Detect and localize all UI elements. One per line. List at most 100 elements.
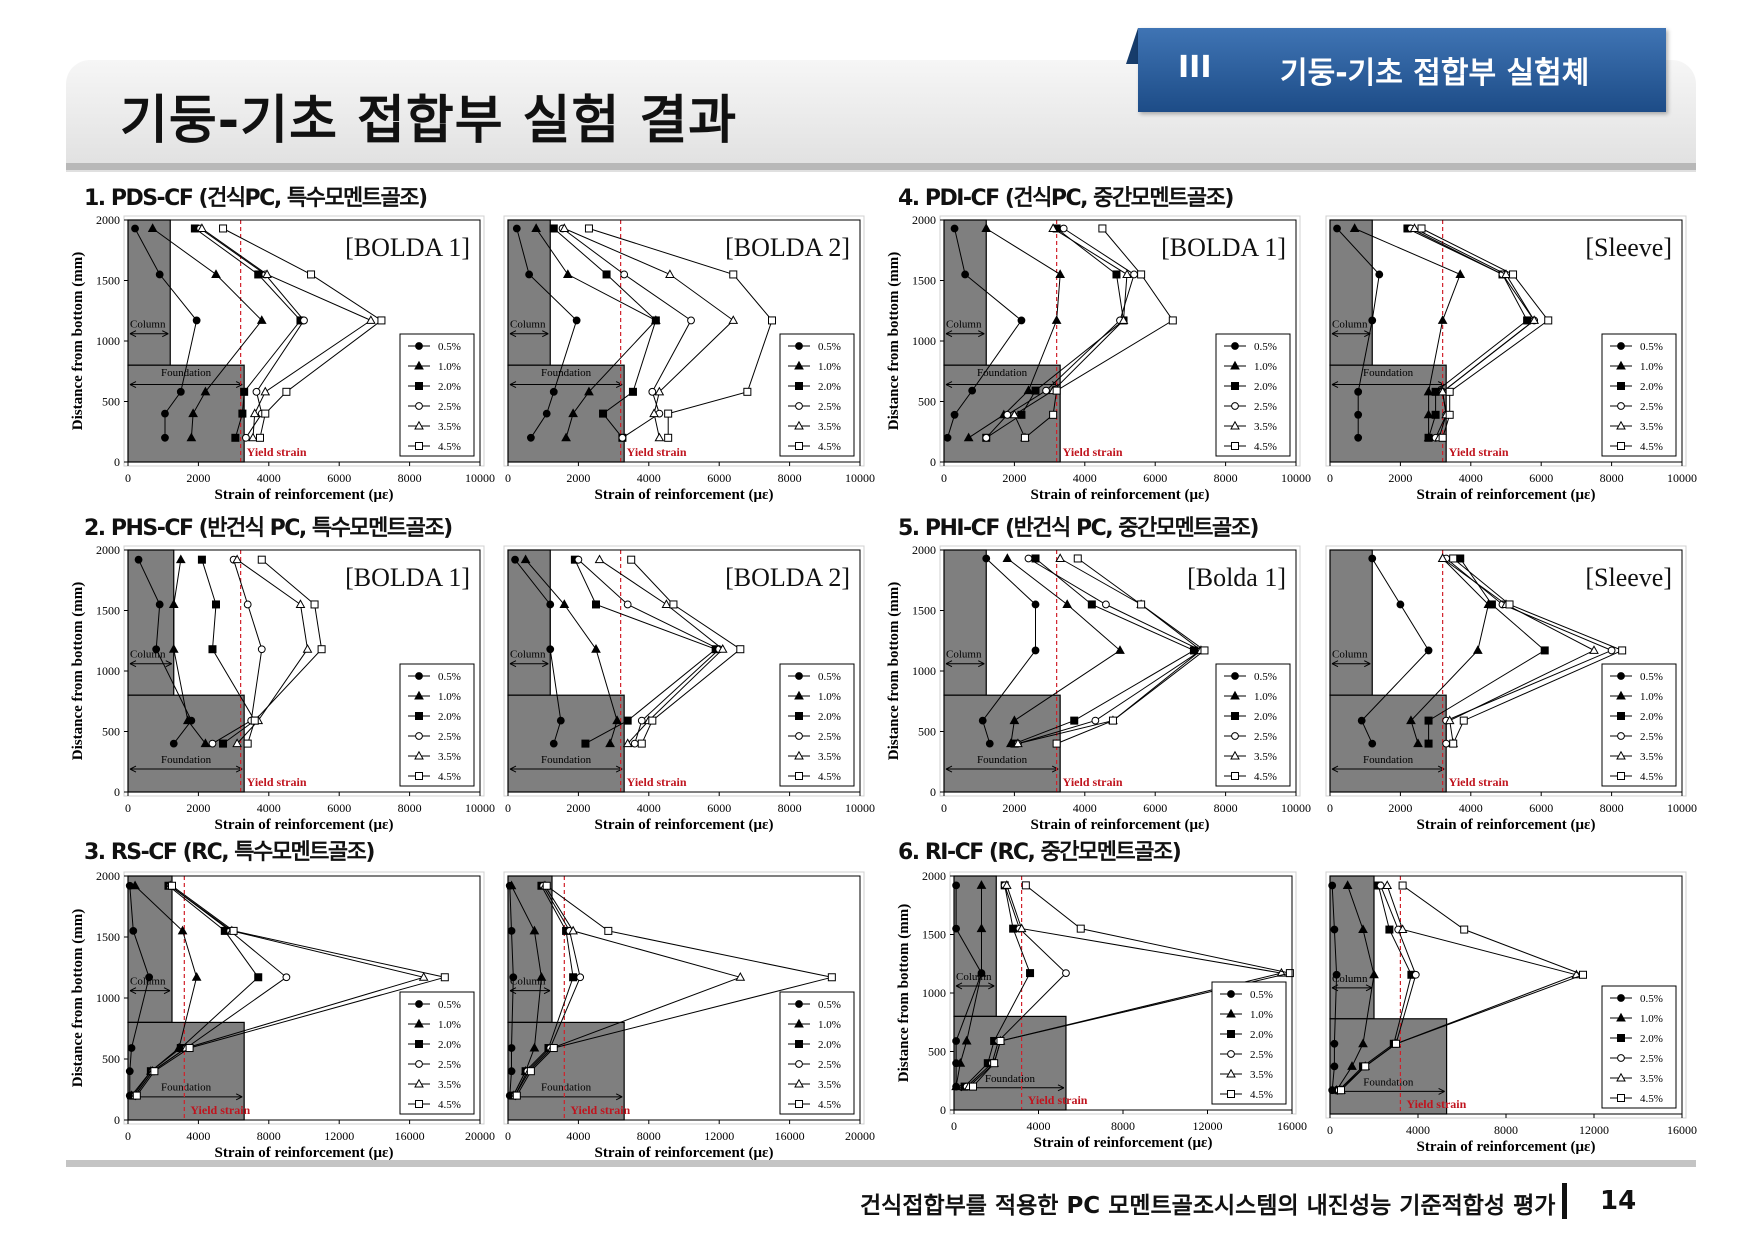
data-point-1.0%	[562, 269, 573, 278]
chart-4: Column Foundation Yield strain 0 2000 4000 600…	[503, 545, 875, 833]
x-tick-label: 0	[1327, 801, 1333, 815]
legend-entry: 4.5%	[818, 771, 841, 783]
data-point-1.0%	[1062, 599, 1073, 608]
data-point-0.5%	[526, 433, 535, 442]
data-point-4.5%	[627, 555, 636, 564]
legend-marker	[794, 690, 804, 700]
data-point-2.5%	[1059, 224, 1068, 233]
data-point-4.5%	[1509, 270, 1518, 279]
foundation-label: Foundation	[541, 754, 592, 766]
foundation-label: Foundation	[161, 754, 212, 766]
data-point-4.5%	[256, 433, 264, 442]
data-point-2.5%	[630, 739, 639, 748]
x-tick-label: 8000	[398, 471, 422, 485]
legend-entry: 3.5%	[818, 1079, 841, 1091]
series-line-0.5%	[516, 228, 578, 439]
data-point-0.5%	[978, 716, 987, 725]
legend-entry: 1.0%	[1640, 1013, 1663, 1025]
data-point-1.0%	[1437, 315, 1448, 324]
legend-entry: 4.5%	[1250, 1089, 1273, 1101]
data-point-0.5%	[169, 739, 178, 748]
group-title-6: 6. RI-CF (RC, 중간모멘트골조)	[898, 840, 1182, 865]
series-line-3.5%	[968, 885, 1282, 1087]
legend-marker	[1617, 402, 1625, 410]
x-tick-label: 16000	[775, 1129, 805, 1143]
data-point-4.5%	[664, 433, 673, 442]
legend-marker	[794, 420, 804, 430]
data-point-3.5%	[1589, 645, 1599, 654]
legend-box	[1601, 985, 1677, 1109]
x-tick-label: 10000	[465, 801, 495, 815]
legend-marker	[1617, 382, 1625, 390]
column-region	[1329, 875, 1375, 1020]
legend-marker	[795, 382, 803, 390]
data-point-4.5%	[996, 1036, 1005, 1045]
data-point-4.5%	[150, 1067, 159, 1076]
data-point-0.5%	[127, 1044, 136, 1052]
data-point-4.5%	[1618, 646, 1627, 655]
page-title: 기둥-기초 접합부 실험 결과	[120, 91, 738, 151]
group-title-3: 3. RS-CF (RC, 특수모멘트골조)	[84, 840, 375, 865]
data-point-1.0%	[976, 880, 987, 889]
data-point-2.5%	[1024, 554, 1033, 563]
data-point-2.5%	[243, 600, 252, 609]
specimen-label: [Sleeve]	[1585, 233, 1672, 262]
x-tick-label: 2000	[1388, 801, 1412, 815]
data-point-2.0%	[1017, 410, 1026, 419]
data-point-0.5%	[129, 927, 138, 935]
legend-entry: 4.5%	[438, 441, 461, 453]
series-line-2.0%	[512, 885, 574, 1096]
x-tick-label: 0	[941, 801, 947, 815]
x-tick-label: 12000	[324, 1129, 354, 1143]
data-point-4.5%	[1052, 386, 1061, 395]
legend-entry: 1.0%	[1250, 1009, 1273, 1021]
data-point-3.5%	[1501, 269, 1511, 278]
legend-marker	[1231, 772, 1239, 780]
series-line-3.5%	[1013, 228, 1128, 439]
data-point-0.5%	[509, 973, 518, 982]
data-point-2.0%	[197, 555, 206, 564]
x-tick-label: 0	[505, 1129, 511, 1143]
data-point-2.0%	[1087, 600, 1096, 609]
legend-entry: 2.0%	[1640, 1033, 1663, 1045]
data-point-2.0%	[238, 409, 247, 418]
x-tick-label: 2000	[1388, 471, 1412, 485]
x-tick-label: 0	[125, 801, 131, 815]
x-tick-label: 10000	[1667, 471, 1697, 485]
group-title-5: 5. PHI-CF (반건식 PC, 중간모멘트골조)	[898, 516, 1259, 541]
data-point-4.5%	[1049, 410, 1058, 419]
x-axis-label: Strain of reinforcement (με)	[1417, 817, 1596, 833]
x-tick-label: 4000	[566, 1129, 590, 1143]
legend-entry: 0.5%	[1254, 341, 1277, 353]
x-tick-label: 0	[1327, 1123, 1333, 1137]
x-tick-label: 6000	[707, 471, 731, 485]
legend-entry: 0.5%	[438, 671, 461, 683]
legend-entry: 2.5%	[1640, 1053, 1663, 1065]
data-point-3.5%	[197, 223, 207, 232]
data-point-4.5%	[669, 600, 678, 609]
legend-marker	[794, 1078, 804, 1088]
x-tick-label: 8000	[778, 801, 802, 815]
y-tick-label: 0	[114, 1113, 120, 1127]
legend-entry: 2.5%	[438, 401, 461, 413]
legend-marker	[794, 360, 804, 370]
data-point-0.5%	[1368, 316, 1377, 325]
data-point-1.0%	[559, 599, 570, 608]
data-point-1.0%	[177, 925, 188, 935]
data-point-2.0%	[1385, 925, 1394, 934]
legend-entry: 0.5%	[818, 341, 841, 353]
legend-entry: 3.5%	[1640, 421, 1663, 433]
data-point-4.5%	[168, 881, 176, 890]
legend-marker	[415, 712, 423, 720]
x-tick-label: 4000	[1027, 1119, 1051, 1133]
data-point-4.5%	[1052, 739, 1061, 748]
legend-entry: 3.5%	[1254, 421, 1277, 433]
data-point-2.0%	[1424, 716, 1433, 725]
data-point-4.5%	[1505, 600, 1514, 609]
data-point-0.5%	[145, 973, 154, 982]
x-tick-label: 4000	[1459, 801, 1483, 815]
data-point-3.5%	[622, 738, 633, 748]
chart-12: Column Foundation Yield strain 0 4000 8000 120…	[1325, 871, 1697, 1155]
legend-marker	[1616, 360, 1626, 370]
legend-marker	[1227, 990, 1235, 998]
